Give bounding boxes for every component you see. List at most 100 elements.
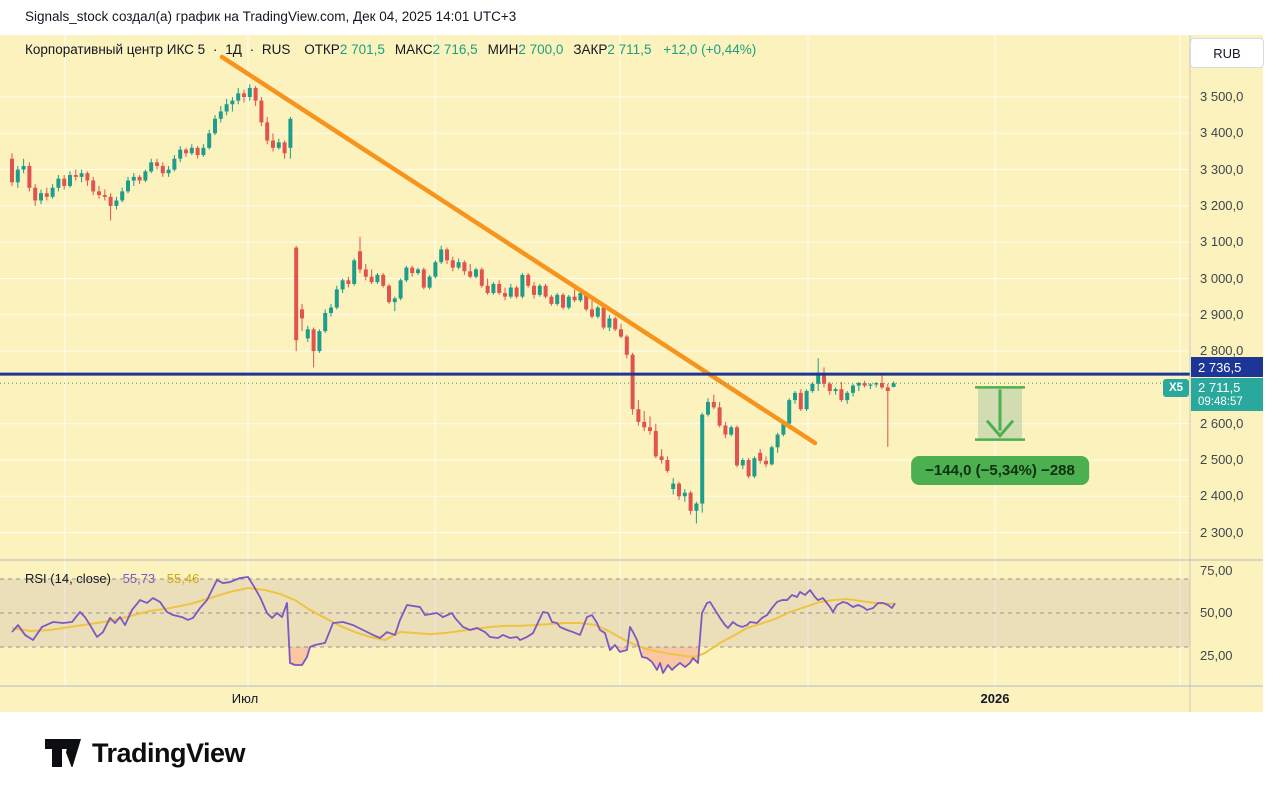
candle-body xyxy=(311,329,316,352)
footer: TradingView xyxy=(0,712,1280,786)
candle-body xyxy=(195,147,200,156)
candle-body xyxy=(265,122,270,141)
candle-body xyxy=(688,492,693,511)
candle-body xyxy=(607,318,612,328)
candle-body xyxy=(230,100,235,105)
candle-body xyxy=(781,423,786,435)
price-tick-label: 2 800,0 xyxy=(1200,343,1244,359)
price-tick-label: 3 100,0 xyxy=(1200,234,1244,250)
candle-body xyxy=(358,251,362,270)
last-price-label: 2 711,5 09:48:57 xyxy=(1191,378,1263,411)
candle-body xyxy=(259,100,264,123)
candle-body xyxy=(329,307,333,313)
rsi-params: (14, close) xyxy=(50,571,111,586)
candle-body xyxy=(392,298,397,303)
trendline-drawing[interactable] xyxy=(219,54,818,446)
ohlc-field-label: МАКС xyxy=(394,42,433,57)
rsi-tick-label: 50,00 xyxy=(1200,605,1233,620)
candle-body xyxy=(653,430,658,457)
candle-body xyxy=(816,372,821,384)
rsi-oversold-fill xyxy=(290,647,310,666)
candle-body xyxy=(73,175,78,177)
rsi-value: 55,73 xyxy=(122,571,156,586)
candle-body xyxy=(694,503,699,511)
candle-body xyxy=(787,400,792,424)
currency-button[interactable]: RUB xyxy=(1190,38,1264,68)
candle-body xyxy=(468,271,473,277)
candle-body xyxy=(201,147,206,156)
candle-body xyxy=(56,178,61,188)
candle-body xyxy=(601,307,606,328)
candle-body xyxy=(137,176,142,181)
ohlc-field-value: 2 701,5 xyxy=(339,42,385,57)
candle-body xyxy=(155,162,159,166)
symbol-legend[interactable]: Корпоративный центр ИКС 5 · 1Д · RUS ОТК… xyxy=(25,42,756,57)
candle-body xyxy=(305,329,310,339)
price-tick-label: 2 600,0 xyxy=(1200,415,1244,431)
candle-body xyxy=(839,389,844,401)
rsi-ma-line xyxy=(11,587,895,659)
candle-body xyxy=(758,452,763,461)
price-tick-label: 2 900,0 xyxy=(1200,306,1244,322)
candle-body xyxy=(845,392,850,401)
candle-body xyxy=(247,87,252,97)
tradingview-logo[interactable]: TradingView xyxy=(44,736,246,770)
candle-body xyxy=(532,285,536,295)
candle-body xyxy=(752,458,757,477)
time-tick-label: Июл xyxy=(231,691,259,706)
candle-body xyxy=(491,283,496,294)
price-tick-label: 3 200,0 xyxy=(1200,197,1244,213)
price-tick-label: 2 300,0 xyxy=(1200,524,1244,540)
candle-body xyxy=(218,111,223,119)
candle-body xyxy=(102,195,107,197)
candle-body xyxy=(79,173,84,177)
legend-separator: · xyxy=(212,42,218,57)
candle-body xyxy=(885,387,890,392)
ohlc-field-label: МИН xyxy=(487,42,519,57)
candle-body xyxy=(427,276,432,288)
candle-body xyxy=(346,280,351,284)
candle-body xyxy=(44,193,49,197)
candle-body xyxy=(648,427,652,431)
last-price-value: 2 711,5 xyxy=(1198,379,1241,395)
candle-body xyxy=(369,276,374,283)
candle-body xyxy=(404,267,409,281)
rsi-ma-value: 55,46 xyxy=(166,571,200,586)
candle-body xyxy=(810,383,815,392)
candle-body xyxy=(126,180,130,192)
candle-body xyxy=(537,285,542,295)
candle-body xyxy=(317,331,322,352)
candle-body xyxy=(624,336,629,355)
candle-body xyxy=(131,176,136,181)
candle-body xyxy=(735,427,739,466)
candle-body xyxy=(143,171,148,181)
candle-body xyxy=(387,285,391,303)
candle-body xyxy=(717,407,722,426)
candle-body xyxy=(114,200,119,206)
candle-body xyxy=(224,104,229,112)
candle-body xyxy=(108,196,113,206)
candle-body xyxy=(421,269,426,288)
rsi-line xyxy=(11,576,896,674)
candle-body xyxy=(543,285,548,297)
candle-body xyxy=(236,93,241,101)
legend-separator: · xyxy=(249,42,255,57)
candle-body xyxy=(555,294,560,304)
candle-body xyxy=(764,460,768,465)
price-tick-label: 2 500,0 xyxy=(1200,452,1244,467)
ohlc-field-label: ОТКР xyxy=(304,42,340,57)
candle-body xyxy=(682,492,687,497)
price-tick-label: 3 300,0 xyxy=(1200,161,1244,177)
change-value: +12,0 (+0,44%) xyxy=(663,42,757,57)
candle-body xyxy=(804,391,809,410)
candle-body xyxy=(775,434,780,448)
candle-body xyxy=(595,307,600,317)
tradingview-logo-text: TradingView xyxy=(92,737,246,768)
rsi-legend[interactable]: RSI (14, close) 55,73 55,46 xyxy=(25,571,199,586)
symbol-badge: X5 xyxy=(1163,379,1189,397)
candle-body xyxy=(253,87,258,101)
price-range-label[interactable]: −144,0 (−5,34%) −288 xyxy=(911,456,1089,485)
candle-body xyxy=(746,460,751,477)
candle-body xyxy=(868,384,873,386)
